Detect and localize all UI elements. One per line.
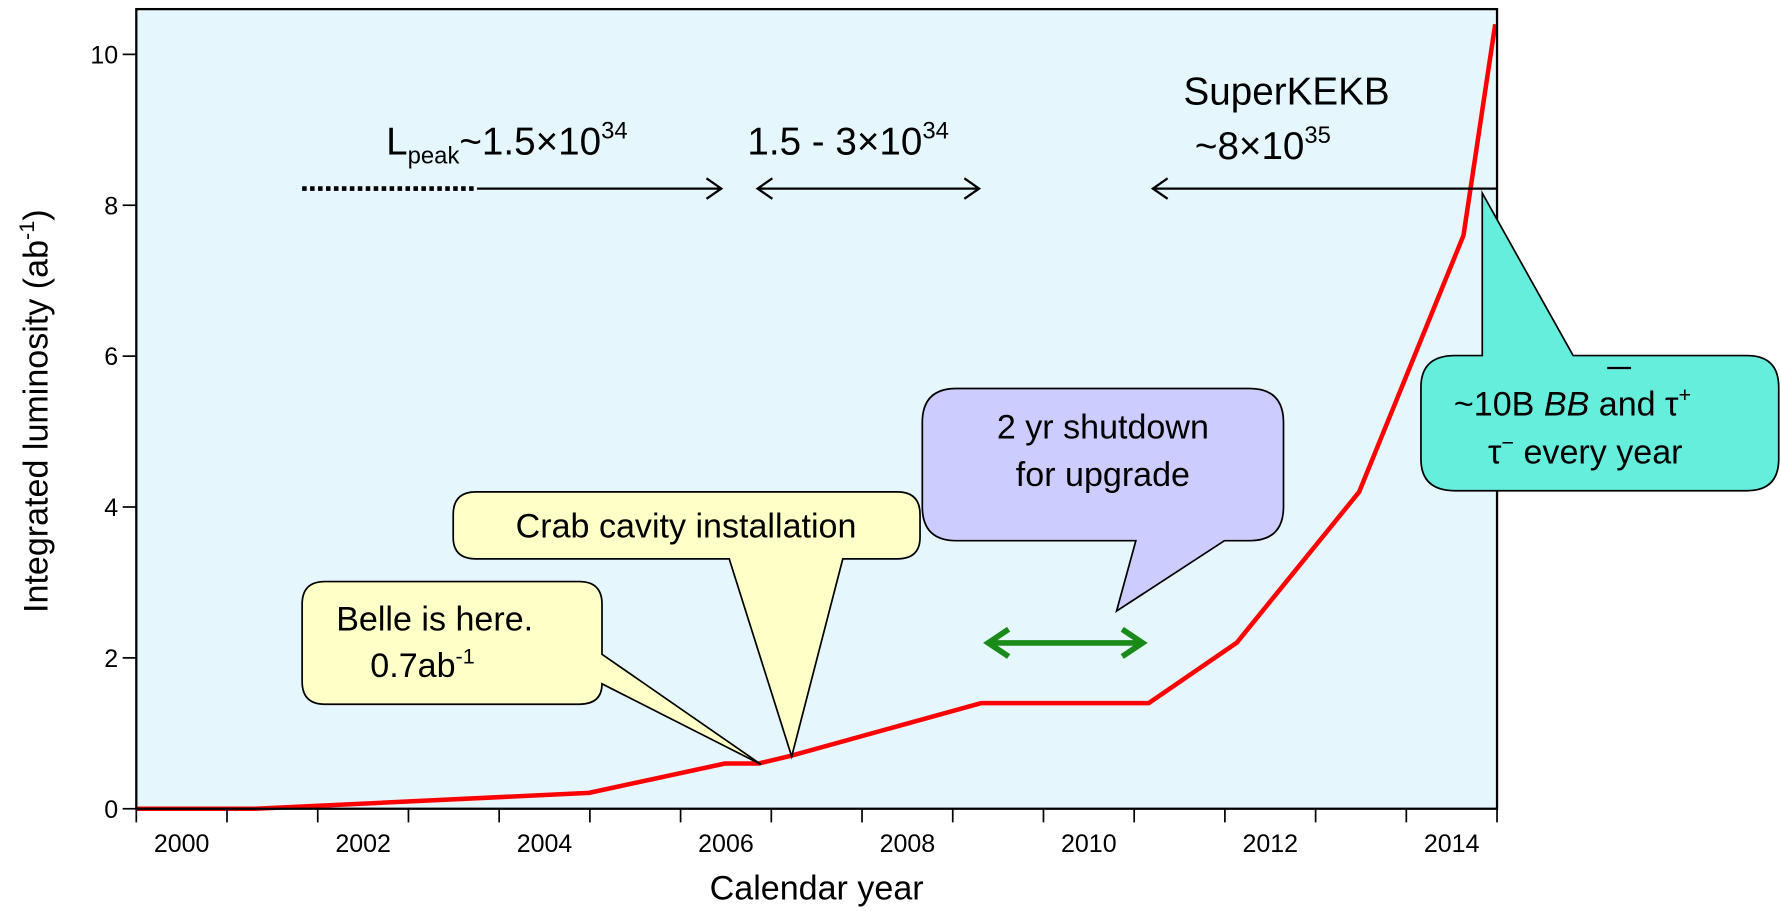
y-axis-title: Integrated luminosity (ab-1) xyxy=(14,209,56,613)
superscript: 34 xyxy=(601,118,628,145)
x-tick-label: 2006 xyxy=(698,830,754,858)
y-tick-label: 10 xyxy=(90,41,118,69)
superscript: 35 xyxy=(1304,122,1331,149)
superscript: -1 xyxy=(14,221,39,240)
lpeak-label: Lpeak~1.5×1034 xyxy=(386,118,627,170)
callout-belle xyxy=(301,580,762,766)
y-tick-label: 0 xyxy=(104,796,118,824)
arrow-head xyxy=(983,626,1011,659)
arrow-head xyxy=(963,177,982,200)
x-tick-label: 2004 xyxy=(517,830,573,858)
x-tick-label: 2002 xyxy=(335,830,391,858)
bb-line2: τ− every year xyxy=(1488,430,1683,472)
belle-line1: Belle is here. xyxy=(336,600,533,638)
superscript: -1 xyxy=(456,643,475,668)
text: 1.5 - 3×10 xyxy=(747,121,922,164)
text: ~10B xyxy=(1454,386,1544,424)
callout-crab xyxy=(452,490,921,760)
text: ) xyxy=(18,209,56,220)
superscript: + xyxy=(1679,382,1692,407)
x-tick-label: 2008 xyxy=(880,830,936,858)
crab-label: Crab cavity installation xyxy=(516,507,857,545)
arrow-head xyxy=(705,177,724,200)
y-tick-label: 4 xyxy=(104,494,118,522)
range2-label: 1.5 - 3×1034 xyxy=(747,118,948,164)
belle-line2: 0.7ab-1 xyxy=(370,643,474,685)
superscript: − xyxy=(1501,430,1514,455)
text: 0.7ab xyxy=(370,647,455,685)
shutdown-line1: 2 yr shutdown xyxy=(997,408,1209,446)
superkekb-lum: ~8×1035 xyxy=(1195,122,1331,168)
text: every year xyxy=(1514,433,1682,471)
superkekb-label: SuperKEKB xyxy=(1184,71,1390,114)
arrow-head xyxy=(1150,177,1169,200)
y-tick-label: 6 xyxy=(104,343,118,371)
x-axis-title: Calendar year xyxy=(710,870,924,908)
y-tick-label: 8 xyxy=(104,192,118,220)
data-line xyxy=(136,23,1498,812)
text: τ xyxy=(1488,433,1502,471)
shutdown-line2: for upgrade xyxy=(1016,456,1190,494)
x-tick-label: 2000 xyxy=(154,830,210,858)
text: Integrated luminosity (ab xyxy=(18,240,56,613)
superscript: 34 xyxy=(922,118,949,145)
callout-bb xyxy=(1420,189,1780,492)
subscript: peak xyxy=(408,143,460,170)
x-tick-label: 2010 xyxy=(1061,830,1117,858)
bb-line1: ~10B BB and τ+ xyxy=(1454,382,1691,424)
text: and τ xyxy=(1589,386,1679,424)
marks xyxy=(136,23,1498,812)
x-tick-label: 2012 xyxy=(1242,830,1298,858)
callout-shutdown xyxy=(921,387,1285,614)
arrow-head xyxy=(1120,626,1148,659)
text: ~1.5×10 xyxy=(459,121,601,164)
arrow-head xyxy=(755,177,774,200)
text: ~8×10 xyxy=(1195,125,1305,168)
text: L xyxy=(386,121,407,164)
y-tick-label: 2 xyxy=(104,645,118,673)
x-tick-label: 2014 xyxy=(1424,830,1480,858)
text-italic: BB xyxy=(1544,386,1589,424)
